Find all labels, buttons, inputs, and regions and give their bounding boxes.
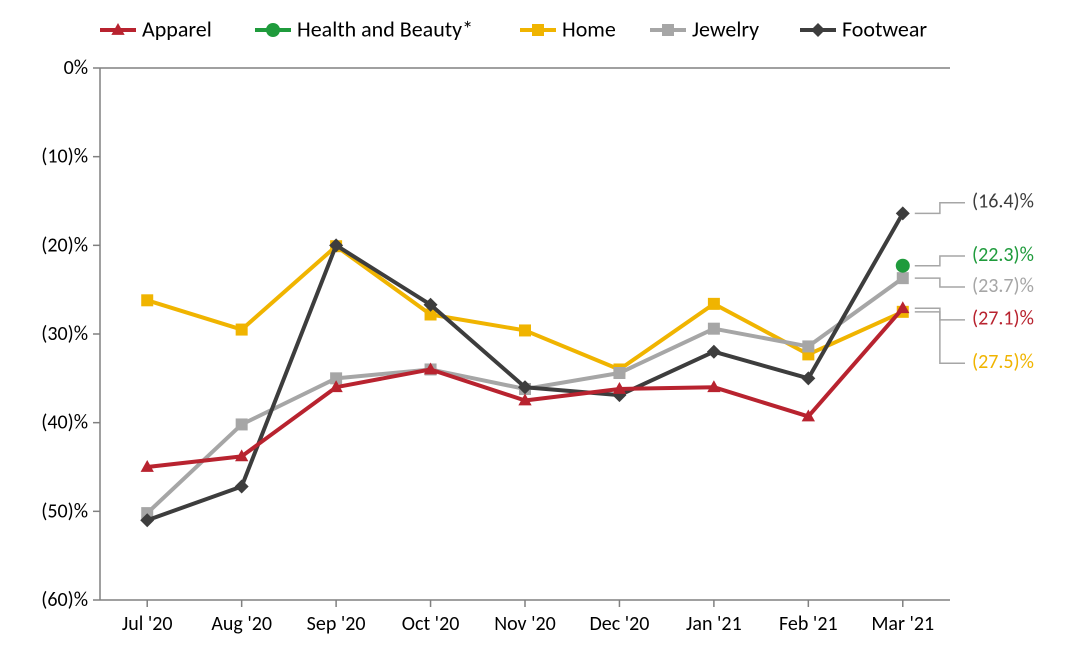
marker-health [896, 259, 910, 273]
y-tick-label: (60)% [41, 588, 88, 612]
legend-marker-health [266, 23, 280, 37]
legend-marker-footwear [811, 23, 825, 37]
end-label-health: (22.3)% [972, 243, 1034, 267]
y-tick-label: (10)% [41, 145, 88, 169]
x-tick-label: Mar '21 [871, 612, 934, 636]
marker-home [236, 324, 248, 336]
legend-label-health: Health and Beauty* [297, 15, 473, 42]
end-label-home: (27.5)% [972, 350, 1034, 374]
x-tick-label: Jul '20 [122, 612, 173, 636]
x-tick-label: Sep '20 [307, 612, 366, 636]
legend: Apparel Health and Beauty* Home Jewelry Foot… [100, 15, 927, 42]
y-tick-label: (50)% [41, 499, 88, 523]
x-tick-label: Aug '20 [211, 612, 272, 636]
y-tick-label: (20)% [41, 233, 88, 257]
legend-label-home: Home [562, 15, 616, 42]
legend-marker-home [532, 24, 544, 36]
callout-line-jewelry [915, 278, 965, 287]
callout-line-health [915, 256, 965, 266]
marker-jewelry [708, 323, 720, 335]
x-tick-label: Nov '20 [494, 612, 556, 636]
callout-line-footwear [915, 203, 965, 214]
marker-jewelry [897, 272, 909, 284]
marker-jewelry [613, 367, 625, 379]
marker-footwear [235, 480, 249, 494]
y-tick-label: 0% [64, 56, 88, 80]
marker-jewelry [802, 340, 814, 352]
end-label-apparel: (27.1)% [972, 307, 1034, 331]
series-line-footwear [147, 213, 903, 520]
x-tick-label: Jan '21 [686, 612, 742, 636]
end-label-jewelry: (23.7)% [972, 274, 1034, 298]
marker-jewelry [236, 418, 248, 430]
marker-home [519, 324, 531, 336]
x-tick-label: Feb '21 [779, 612, 838, 636]
y-tick-label: (40)% [41, 411, 88, 435]
legend-label-footwear: Footwear [842, 15, 927, 42]
legend-label-apparel: Apparel [142, 15, 212, 42]
legend-marker-jewelry [662, 24, 674, 36]
x-tick-label: Oct '20 [402, 612, 460, 636]
series-line-home [147, 246, 903, 369]
marker-home [708, 298, 720, 310]
legend-label-jewelry: Jewelry [692, 15, 759, 42]
marker-home [141, 294, 153, 306]
x-tick-label: Dec '20 [589, 612, 649, 636]
marker-footwear [707, 345, 721, 359]
line-chart: 0% (10)% (20)% (30)% (40)% (50)% (60)% Jul '20 A… [0, 0, 1085, 655]
series-lines [140, 206, 910, 527]
end-callouts: (27.1)% (22.3)% (27.5)% (23.7)% (16.4)% [915, 190, 1034, 374]
y-tick-label: (30)% [41, 322, 88, 346]
end-label-footwear: (16.4)% [972, 190, 1034, 214]
